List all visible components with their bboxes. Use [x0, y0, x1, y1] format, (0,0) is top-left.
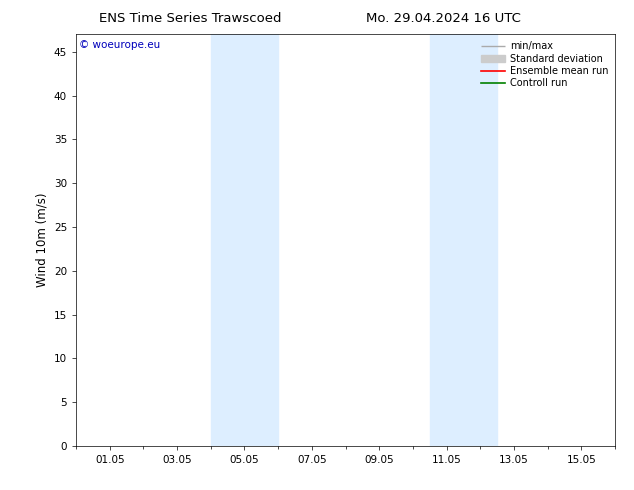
Y-axis label: Wind 10m (m/s): Wind 10m (m/s) [36, 193, 48, 287]
Bar [210, 34, 278, 446]
Text: Mo. 29.04.2024 16 UTC: Mo. 29.04.2024 16 UTC [366, 12, 521, 25]
Bar [430, 34, 497, 446]
Legend: min/max, Standard deviation, Ensemble mean run, Controll run: min/max, Standard deviation, Ensemble me… [479, 39, 610, 90]
Text: © woeurope.eu: © woeurope.eu [79, 41, 160, 50]
Text: ENS Time Series Trawscoed: ENS Time Series Trawscoed [99, 12, 281, 25]
